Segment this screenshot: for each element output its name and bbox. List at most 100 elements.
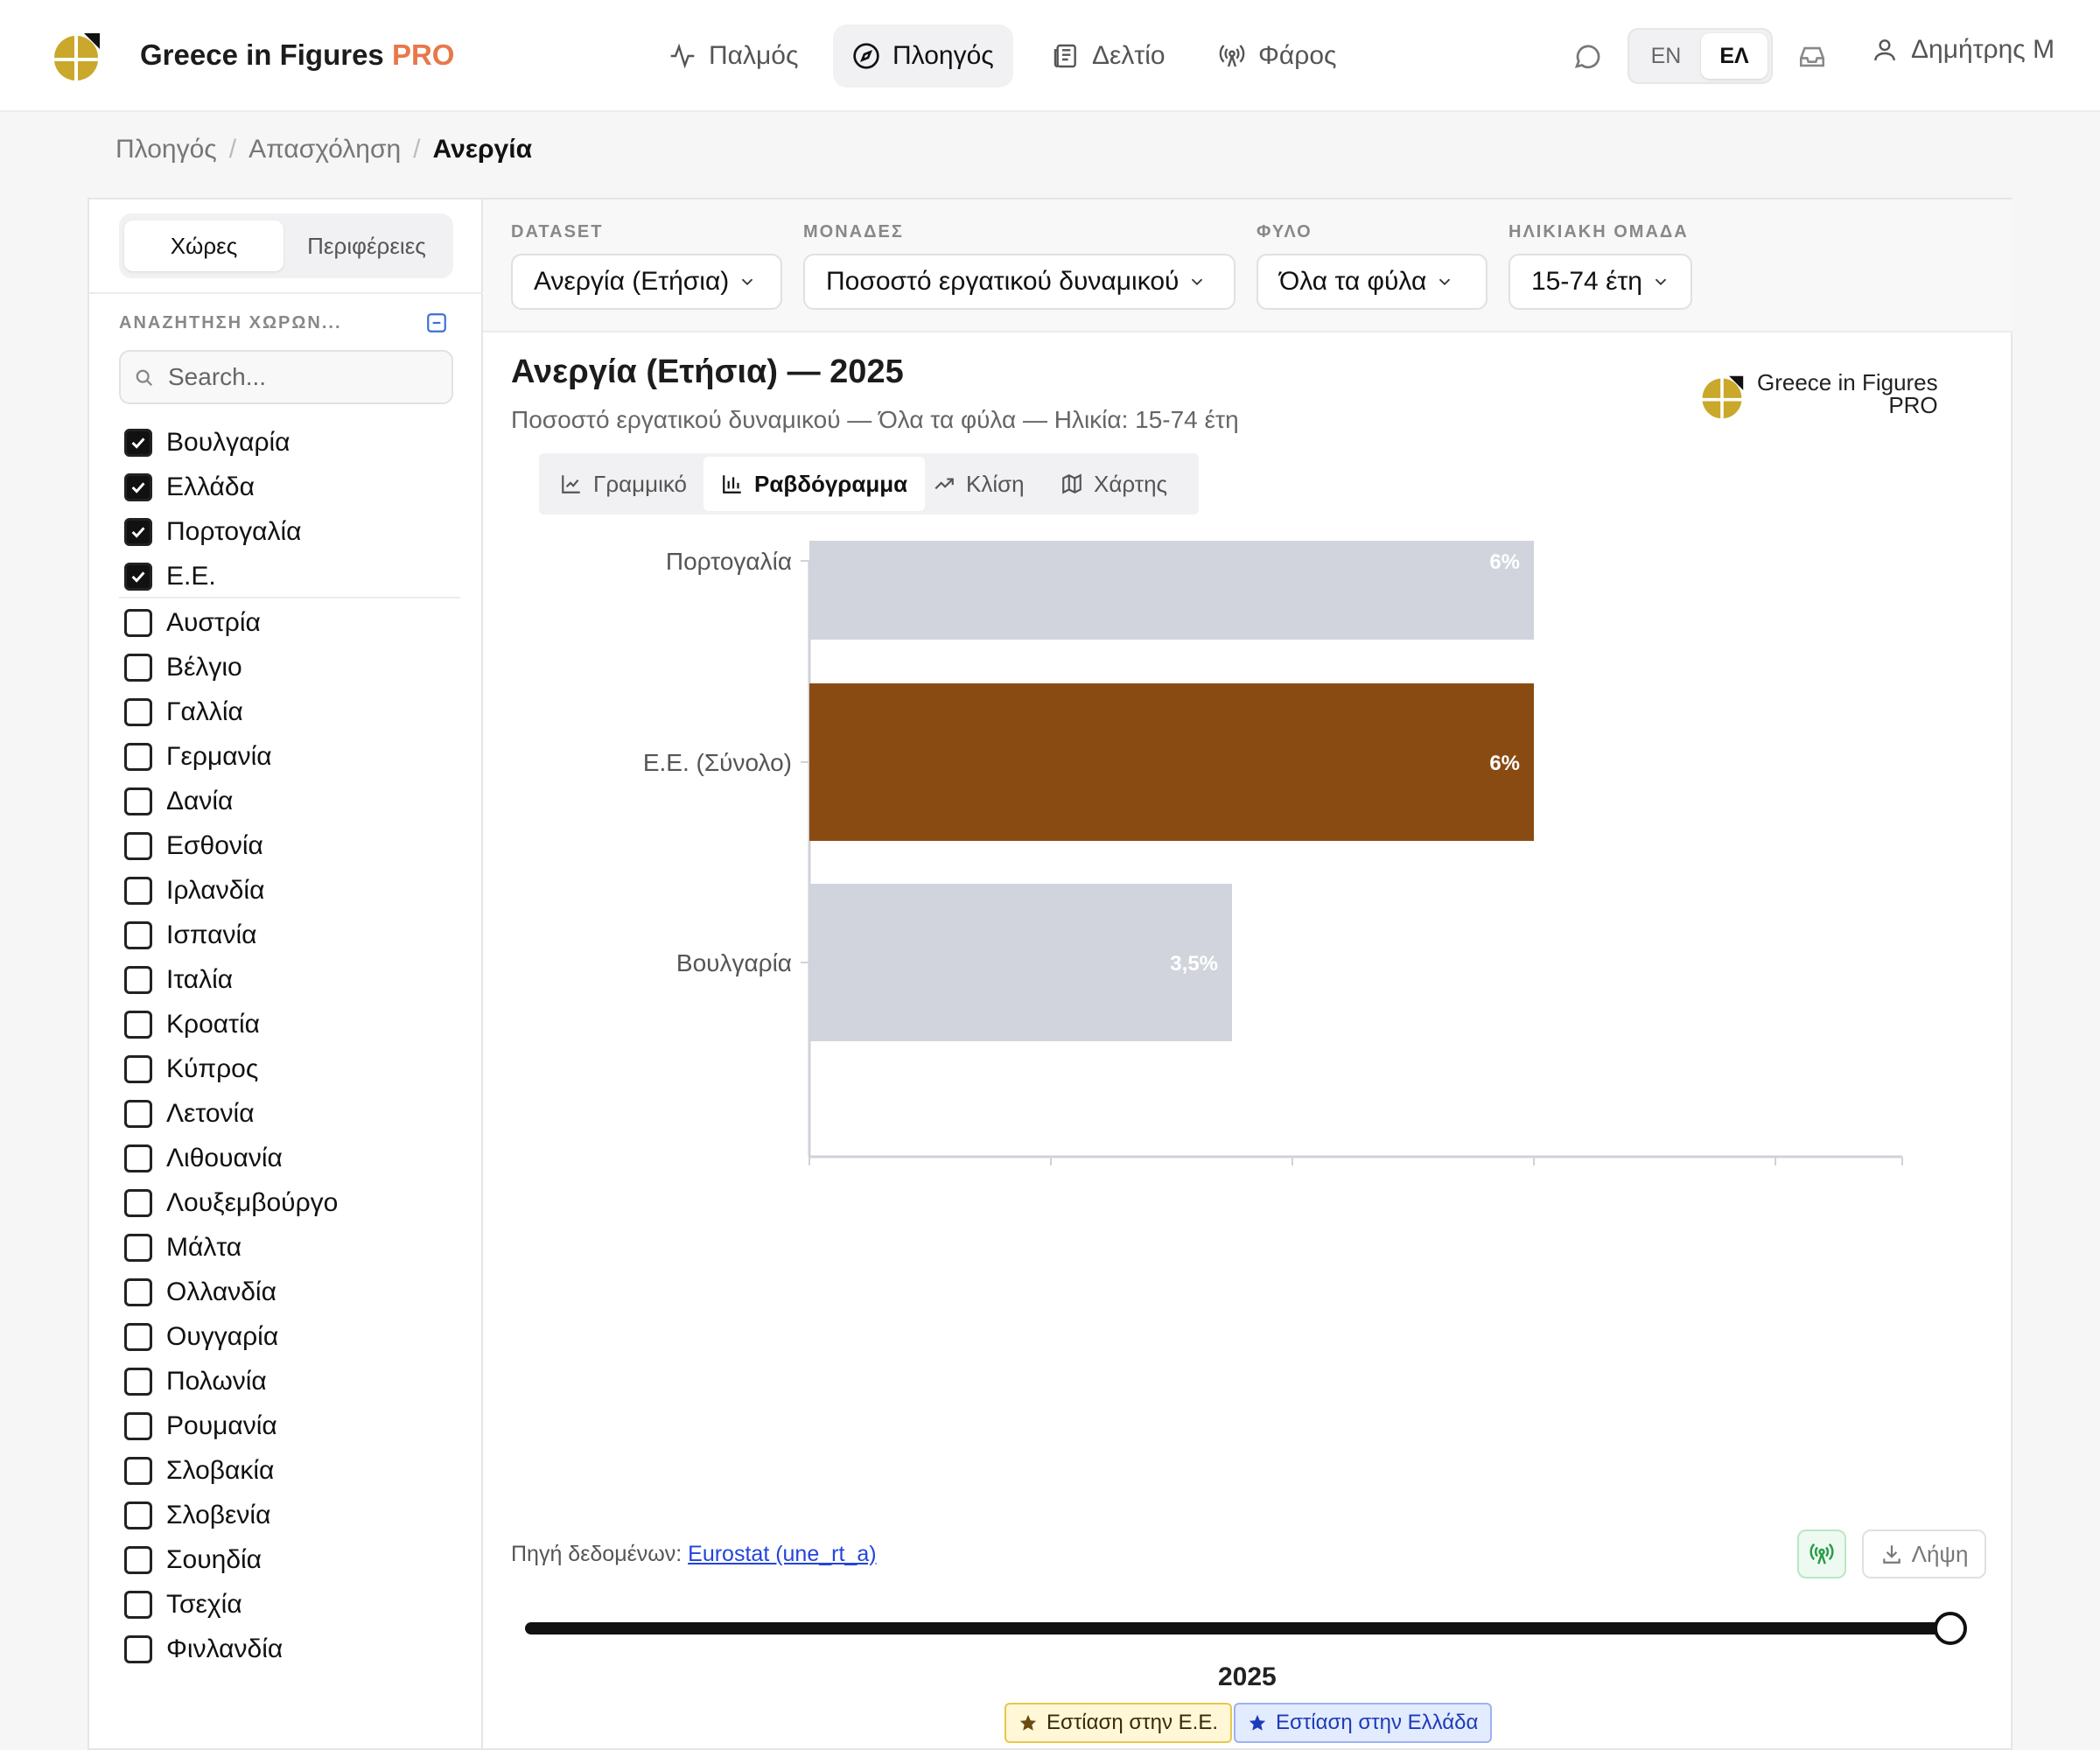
dataset-select[interactable]: Ανεργία (Ετήσια): [511, 254, 782, 310]
download-button[interactable]: Λήψη: [1862, 1530, 1986, 1578]
checkbox[interactable]: [124, 743, 152, 771]
country-item[interactable]: Βουλγαρία: [124, 425, 290, 460]
country-item[interactable]: Εσθονία: [124, 829, 263, 864]
country-label: Ελλάδα: [166, 472, 255, 501]
country-item[interactable]: Ρουμανία: [124, 1409, 277, 1444]
watermark-text: Greece in Figures PRO: [1757, 369, 1938, 418]
bar[interactable]: [809, 541, 1534, 640]
country-item[interactable]: Ιταλία: [124, 962, 233, 998]
country-item[interactable]: Σουηδία: [124, 1543, 262, 1578]
age-select[interactable]: 15-74 έτη: [1508, 254, 1692, 310]
source-link[interactable]: Eurostat (une_rt_a): [688, 1542, 877, 1566]
country-item[interactable]: Φινλανδία: [124, 1632, 283, 1667]
collapse-icon[interactable]: [425, 312, 448, 334]
country-item[interactable]: Δανία: [124, 784, 233, 819]
country-item[interactable]: Ελλάδα: [124, 470, 255, 505]
checkbox-checked[interactable]: [124, 563, 152, 591]
country-item[interactable]: Σλοβενία: [124, 1498, 270, 1533]
checkbox[interactable]: [124, 1189, 152, 1217]
checkbox[interactable]: [124, 1055, 152, 1083]
checkbox[interactable]: [124, 1591, 152, 1619]
country-item[interactable]: Λουξεμβούργο: [124, 1186, 338, 1221]
focus-eu-button[interactable]: Εστίαση στην Ε.Ε.: [1004, 1703, 1232, 1743]
inbox-icon[interactable]: [1797, 42, 1827, 72]
country-item[interactable]: Τσεχία: [124, 1587, 242, 1622]
sex-select[interactable]: Όλα τα φύλα: [1256, 254, 1488, 310]
checkbox[interactable]: [124, 1100, 152, 1128]
bar[interactable]: [809, 683, 1534, 841]
focus-greece-button[interactable]: Εστίαση στην Ελλάδα: [1234, 1703, 1493, 1743]
country-item[interactable]: Πορτογαλία: [124, 514, 301, 550]
checkbox[interactable]: [124, 1234, 152, 1262]
live-button[interactable]: [1797, 1530, 1846, 1578]
checkbox[interactable]: [124, 1368, 152, 1396]
checkbox-checked[interactable]: [124, 429, 152, 457]
nav-lighthouse[interactable]: Φάρος: [1199, 24, 1356, 88]
country-item[interactable]: Πολωνία: [124, 1364, 267, 1399]
breadcrumb-employment[interactable]: Απασχόληση: [248, 135, 402, 164]
units-select[interactable]: Ποσοστό εργατικού δυναμικού: [803, 254, 1236, 310]
country-item[interactable]: Λετονία: [124, 1096, 255, 1131]
country-item[interactable]: Ε.Ε.: [124, 559, 216, 594]
checkbox[interactable]: [124, 609, 152, 637]
country-item[interactable]: Ιρλανδία: [124, 873, 264, 908]
country-item[interactable]: Σλοβακία: [124, 1453, 274, 1488]
checkbox[interactable]: [124, 1502, 152, 1530]
checkbox[interactable]: [124, 654, 152, 682]
tab-regions[interactable]: Περιφέρειες: [307, 233, 426, 259]
checkbox[interactable]: [124, 1457, 152, 1485]
country-item[interactable]: Μάλτα: [124, 1230, 242, 1265]
pulse-icon: [670, 43, 695, 69]
country-item[interactable]: Βέλγιο: [124, 650, 242, 685]
checkbox-checked[interactable]: [124, 518, 152, 546]
logo-icon[interactable]: [51, 32, 102, 82]
lang-el[interactable]: ΕΛ: [1701, 33, 1768, 79]
country-item[interactable]: Αυστρία: [124, 606, 261, 640]
checkbox[interactable]: [124, 1323, 152, 1351]
country-label: Πορτογαλία: [166, 517, 302, 546]
country-item[interactable]: Λιθουανία: [124, 1141, 283, 1176]
nav-bulletin[interactable]: Δελτίο: [1032, 24, 1185, 88]
tab-slope[interactable]: Κλίση: [915, 457, 1042, 511]
chevron-down-icon: [1655, 278, 1667, 286]
search-icon: [136, 369, 153, 387]
breadcrumb-separator: /: [228, 135, 237, 164]
nav-pulse[interactable]: Παλμός: [649, 24, 817, 88]
checkbox[interactable]: [124, 1635, 152, 1663]
lang-en[interactable]: EN: [1650, 44, 1682, 68]
breadcrumb-current: Ανεργία: [432, 135, 533, 164]
checkbox[interactable]: [124, 1278, 152, 1306]
checkbox[interactable]: [124, 877, 152, 905]
year-slider-track[interactable]: [525, 1622, 1951, 1634]
user-menu[interactable]: Δημήτρης Μ: [1871, 35, 2054, 65]
breadcrumb-navigator[interactable]: Πλοηγός: [116, 135, 217, 164]
nav-navigator[interactable]: Πλοηγός: [833, 24, 1013, 88]
checkbox[interactable]: [124, 966, 152, 994]
country-item[interactable]: Γαλλία: [124, 695, 243, 730]
checkbox[interactable]: [124, 1412, 152, 1440]
checkbox[interactable]: [124, 1546, 152, 1574]
country-item[interactable]: Ολλανδία: [124, 1275, 276, 1310]
tab-line-chart[interactable]: Γραμμικό: [542, 457, 704, 511]
tab-bar-chart[interactable]: Ραβδόγραμμα: [704, 457, 926, 511]
country-item[interactable]: Ισπανία: [124, 918, 256, 953]
checkbox[interactable]: [124, 1144, 152, 1172]
chat-icon[interactable]: [1572, 40, 1603, 72]
checkbox-checked[interactable]: [124, 473, 152, 501]
tab-map[interactable]: Χάρτης: [1043, 457, 1185, 511]
year-slider-thumb[interactable]: [1934, 1612, 1967, 1645]
brand-name[interactable]: Greece in Figures PRO: [140, 38, 455, 71]
checkbox[interactable]: [124, 832, 152, 860]
tab-countries[interactable]: Χώρες: [124, 220, 284, 271]
checkbox[interactable]: [124, 1011, 152, 1039]
checkbox[interactable]: [124, 788, 152, 816]
country-item[interactable]: Γερμανία: [124, 739, 272, 774]
checkbox[interactable]: [124, 698, 152, 726]
country-item[interactable]: Κροατία: [124, 1007, 260, 1042]
country-item[interactable]: Κύπρος: [124, 1052, 258, 1087]
country-item[interactable]: Ουγγαρία: [124, 1320, 278, 1354]
search-input[interactable]: [168, 352, 448, 402]
checkbox[interactable]: [124, 921, 152, 949]
bar[interactable]: [809, 884, 1232, 1041]
